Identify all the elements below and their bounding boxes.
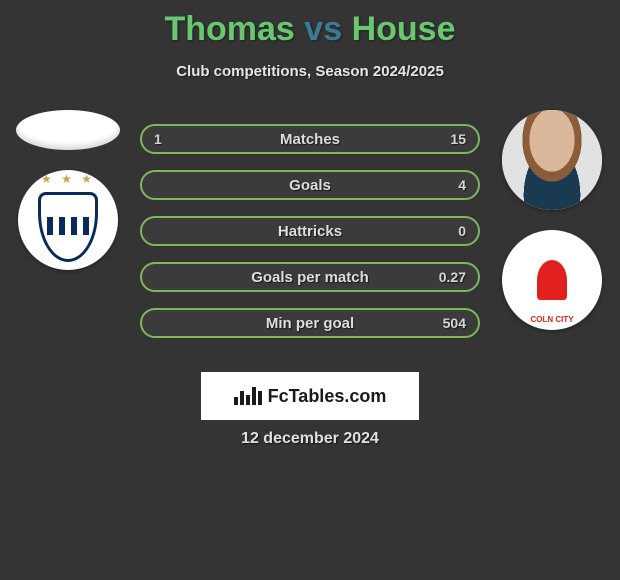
club-badge-huddersfield: ★ ★ ★ (26, 178, 110, 262)
club-badge-lincoln-imp-icon (527, 250, 577, 310)
stat-label: Goals (289, 177, 331, 194)
stat-row: 1 Matches 15 (140, 124, 480, 154)
player2-club-badge: COLN CITY (502, 230, 602, 330)
subtitle: Club competitions, Season 2024/2025 (0, 63, 620, 80)
left-column: ★ ★ ★ (8, 110, 128, 290)
stat-value-right: 504 (443, 315, 466, 331)
brand-bars-icon (234, 387, 262, 405)
stat-value-left: 1 (154, 131, 162, 147)
title-vs: vs (304, 10, 342, 48)
stat-row: Goals per match 0.27 (140, 262, 480, 292)
stat-row: Min per goal 504 (140, 308, 480, 338)
stat-label: Goals per match (251, 269, 369, 286)
stat-value-right: 0 (458, 223, 466, 239)
player1-avatar-placeholder (16, 110, 120, 150)
player-photo-icon (502, 110, 602, 210)
stat-row: Goals 4 (140, 170, 480, 200)
brand-text: FcTables.com (268, 386, 387, 407)
title-player1: Thomas (164, 10, 294, 48)
stat-label: Hattricks (278, 223, 342, 240)
right-column: COLN CITY (492, 110, 612, 350)
player2-avatar (502, 110, 602, 210)
stat-label: Min per goal (266, 315, 354, 332)
stat-value-right: 0.27 (439, 269, 466, 285)
stat-rows: 1 Matches 15 Goals 4 Hattricks 0 Goals p… (140, 124, 480, 354)
stat-label: Matches (280, 131, 340, 148)
stat-row: Hattricks 0 (140, 216, 480, 246)
page-title: Thomas vs House (0, 0, 620, 49)
title-player2: House (352, 10, 456, 48)
date-label: 12 december 2024 (0, 430, 620, 448)
badge-shield-icon (38, 192, 98, 262)
stat-value-right: 15 (450, 131, 466, 147)
badge-stars-icon: ★ ★ ★ (26, 172, 110, 186)
stat-value-right: 4 (458, 177, 466, 193)
player1-club-badge: ★ ★ ★ (18, 170, 118, 270)
badge-stripes-icon (47, 217, 89, 235)
club-badge-label: COLN CITY (502, 315, 602, 324)
brand-box: FcTables.com (201, 372, 419, 420)
